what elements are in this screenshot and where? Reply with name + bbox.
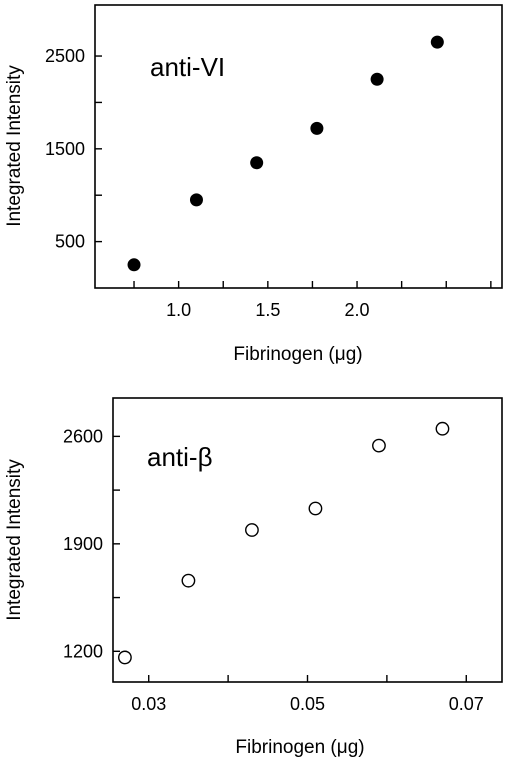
chart-anti-beta: 0.03 0.05 0.07 1200 1900 2600 anti-β Fibrino… <box>4 397 503 758</box>
x-axis-ticks: 1.0 1.5 2.0 <box>133 281 492 320</box>
data-point <box>435 421 450 436</box>
data-point <box>118 650 132 665</box>
y-axis-title: Integrated Intensity <box>4 65 25 227</box>
data-points <box>118 421 450 665</box>
plot-frame <box>112 397 503 683</box>
data-point <box>189 193 203 207</box>
y-axis-ticks: 500 1500 2500 <box>45 46 102 252</box>
y-tick-label: 2600 <box>63 426 103 446</box>
y-axis-title: Integrated Intensity <box>4 459 25 621</box>
y-axis-ticks: 1200 1900 2600 <box>63 426 120 661</box>
chart-anti-vi: 1.0 1.5 2.0 500 1500 2500 anti-VI Fibrinogen… <box>4 4 503 365</box>
x-axis-ticks: 0.03 0.05 0.07 <box>131 675 484 714</box>
panel-label: anti-VI <box>150 52 225 82</box>
data-point <box>372 438 386 453</box>
x-tick-label: 1.5 <box>255 300 280 320</box>
data-point <box>127 258 141 272</box>
y-tick-label: 1500 <box>45 139 85 159</box>
data-point <box>181 573 196 588</box>
y-tick-label: 1900 <box>63 534 103 554</box>
y-tick-label: 500 <box>55 232 85 252</box>
data-point <box>430 35 444 49</box>
data-points <box>127 35 444 272</box>
panel-label: anti-β <box>147 442 213 472</box>
x-tick-label: 0.07 <box>449 694 484 714</box>
x-tick-label: 2.0 <box>345 300 370 320</box>
x-axis-title: Fibrinogen (μg) <box>235 737 364 758</box>
x-tick-label: 1.0 <box>166 300 191 320</box>
data-point <box>370 72 384 86</box>
x-axis-title: Fibrinogen (μg) <box>233 344 362 365</box>
x-tick-label: 0.05 <box>290 694 325 714</box>
y-tick-label: 2500 <box>45 46 85 66</box>
data-point <box>310 121 324 135</box>
data-point <box>250 156 264 170</box>
data-point <box>245 523 259 537</box>
y-tick-label: 1200 <box>63 641 103 661</box>
data-point <box>308 501 323 516</box>
x-tick-label: 0.03 <box>131 694 166 714</box>
plot-frame <box>94 4 503 289</box>
